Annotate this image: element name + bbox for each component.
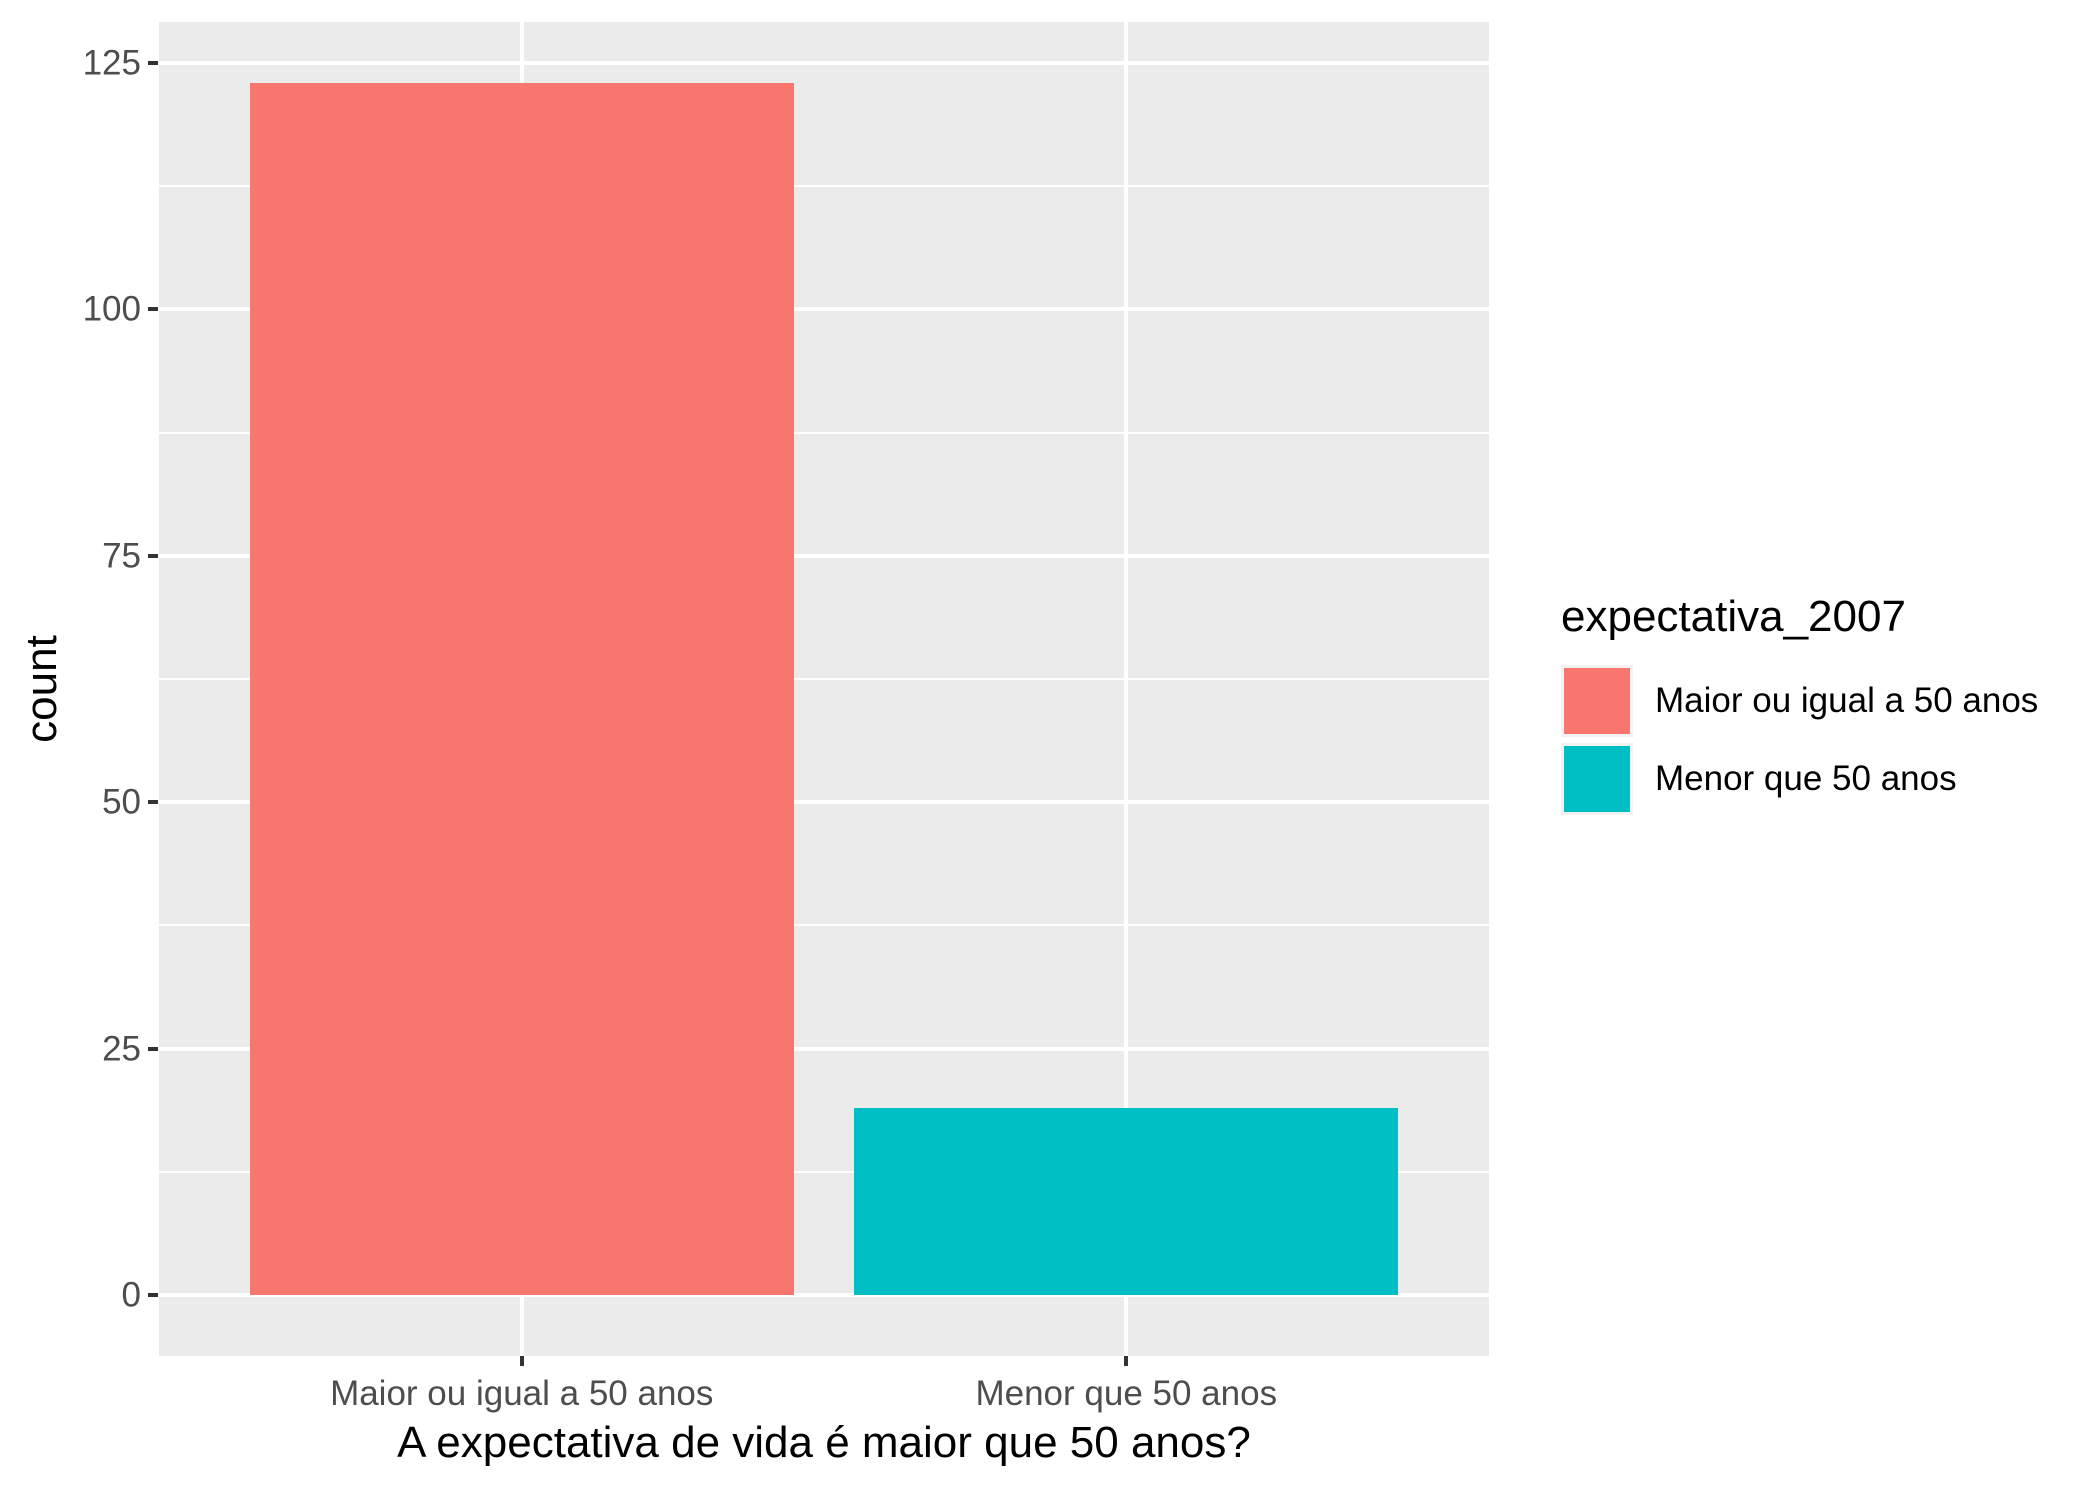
gridline-minor-y87.5 xyxy=(159,431,1489,434)
y-tick-mark-75 xyxy=(148,553,158,558)
y-tick-label-50: 50 xyxy=(102,782,141,822)
legend-item-label: Maior ou igual a 50 anos xyxy=(1655,680,2039,720)
y-tick-label-75: 75 xyxy=(102,536,141,576)
gridline-minor-y37.5 xyxy=(159,924,1489,927)
gridline-major-y25 xyxy=(159,1046,1489,1051)
gridline-major-y0 xyxy=(159,1293,1489,1297)
legend-items: Maior ou igual a 50 anos Menor que 50 ano… xyxy=(1561,664,2039,815)
gridline-minor-y62.5 xyxy=(159,678,1489,680)
legend: expectativa_2007 Maior ou igual a 50 ano… xyxy=(1561,592,2038,821)
y-tick-label-0: 0 xyxy=(121,1275,141,1315)
y-tick-mark-125 xyxy=(148,61,158,65)
legend-swatch-menor-que-50-anos xyxy=(1561,742,1633,815)
gridline-vertical-menor-que-50-anos xyxy=(1124,22,1129,1356)
gridline-minor-y12.5 xyxy=(159,1170,1489,1173)
y-tick-label-125: 125 xyxy=(82,43,141,83)
bar-maior-ou-igual-a-50-anos xyxy=(249,82,794,1295)
y-tick-label-25: 25 xyxy=(102,1029,141,1069)
x-tick-mark-maior-ou-igual-a-50-anos xyxy=(519,1356,524,1366)
gridline-major-y100 xyxy=(159,307,1489,312)
gridline-major-y50 xyxy=(159,800,1489,805)
y-tick-mark-100 xyxy=(148,307,158,312)
legend-swatch-maior-ou-igual-a-50-anos xyxy=(1561,664,1633,737)
legend-title: expectativa_2007 xyxy=(1561,592,1906,641)
plot-panel xyxy=(159,22,1489,1356)
y-axis-title: count xyxy=(17,635,66,743)
x-axis-title: A expectativa de vida é maior que 50 ano… xyxy=(397,1418,1251,1467)
x-tick-mark-menor-que-50-anos xyxy=(1124,1356,1129,1366)
x-tick-label-menor-que-50-anos: Menor que 50 anos xyxy=(975,1374,1278,1413)
y-tick-mark-0 xyxy=(148,1293,158,1297)
legend-item-menor-que-50-anos: Menor que 50 anos xyxy=(1561,742,2038,815)
y-tick-mark-50 xyxy=(148,800,158,805)
bar-menor-que-50-anos xyxy=(854,1107,1399,1295)
gridline-minor-y112.5 xyxy=(159,185,1489,188)
x-tick-label-maior-ou-igual-a-50-anos: Maior ou igual a 50 anos xyxy=(330,1374,714,1413)
gridline-major-y125 xyxy=(159,61,1489,65)
y-tick-label-100: 100 xyxy=(82,289,141,329)
gridline-major-y75 xyxy=(159,553,1489,558)
legend-item-label: Menor que 50 anos xyxy=(1655,758,1957,798)
y-tick-mark-25 xyxy=(148,1046,158,1051)
legend-item-maior-ou-igual-a-50-anos: Maior ou igual a 50 anos xyxy=(1561,664,2039,737)
